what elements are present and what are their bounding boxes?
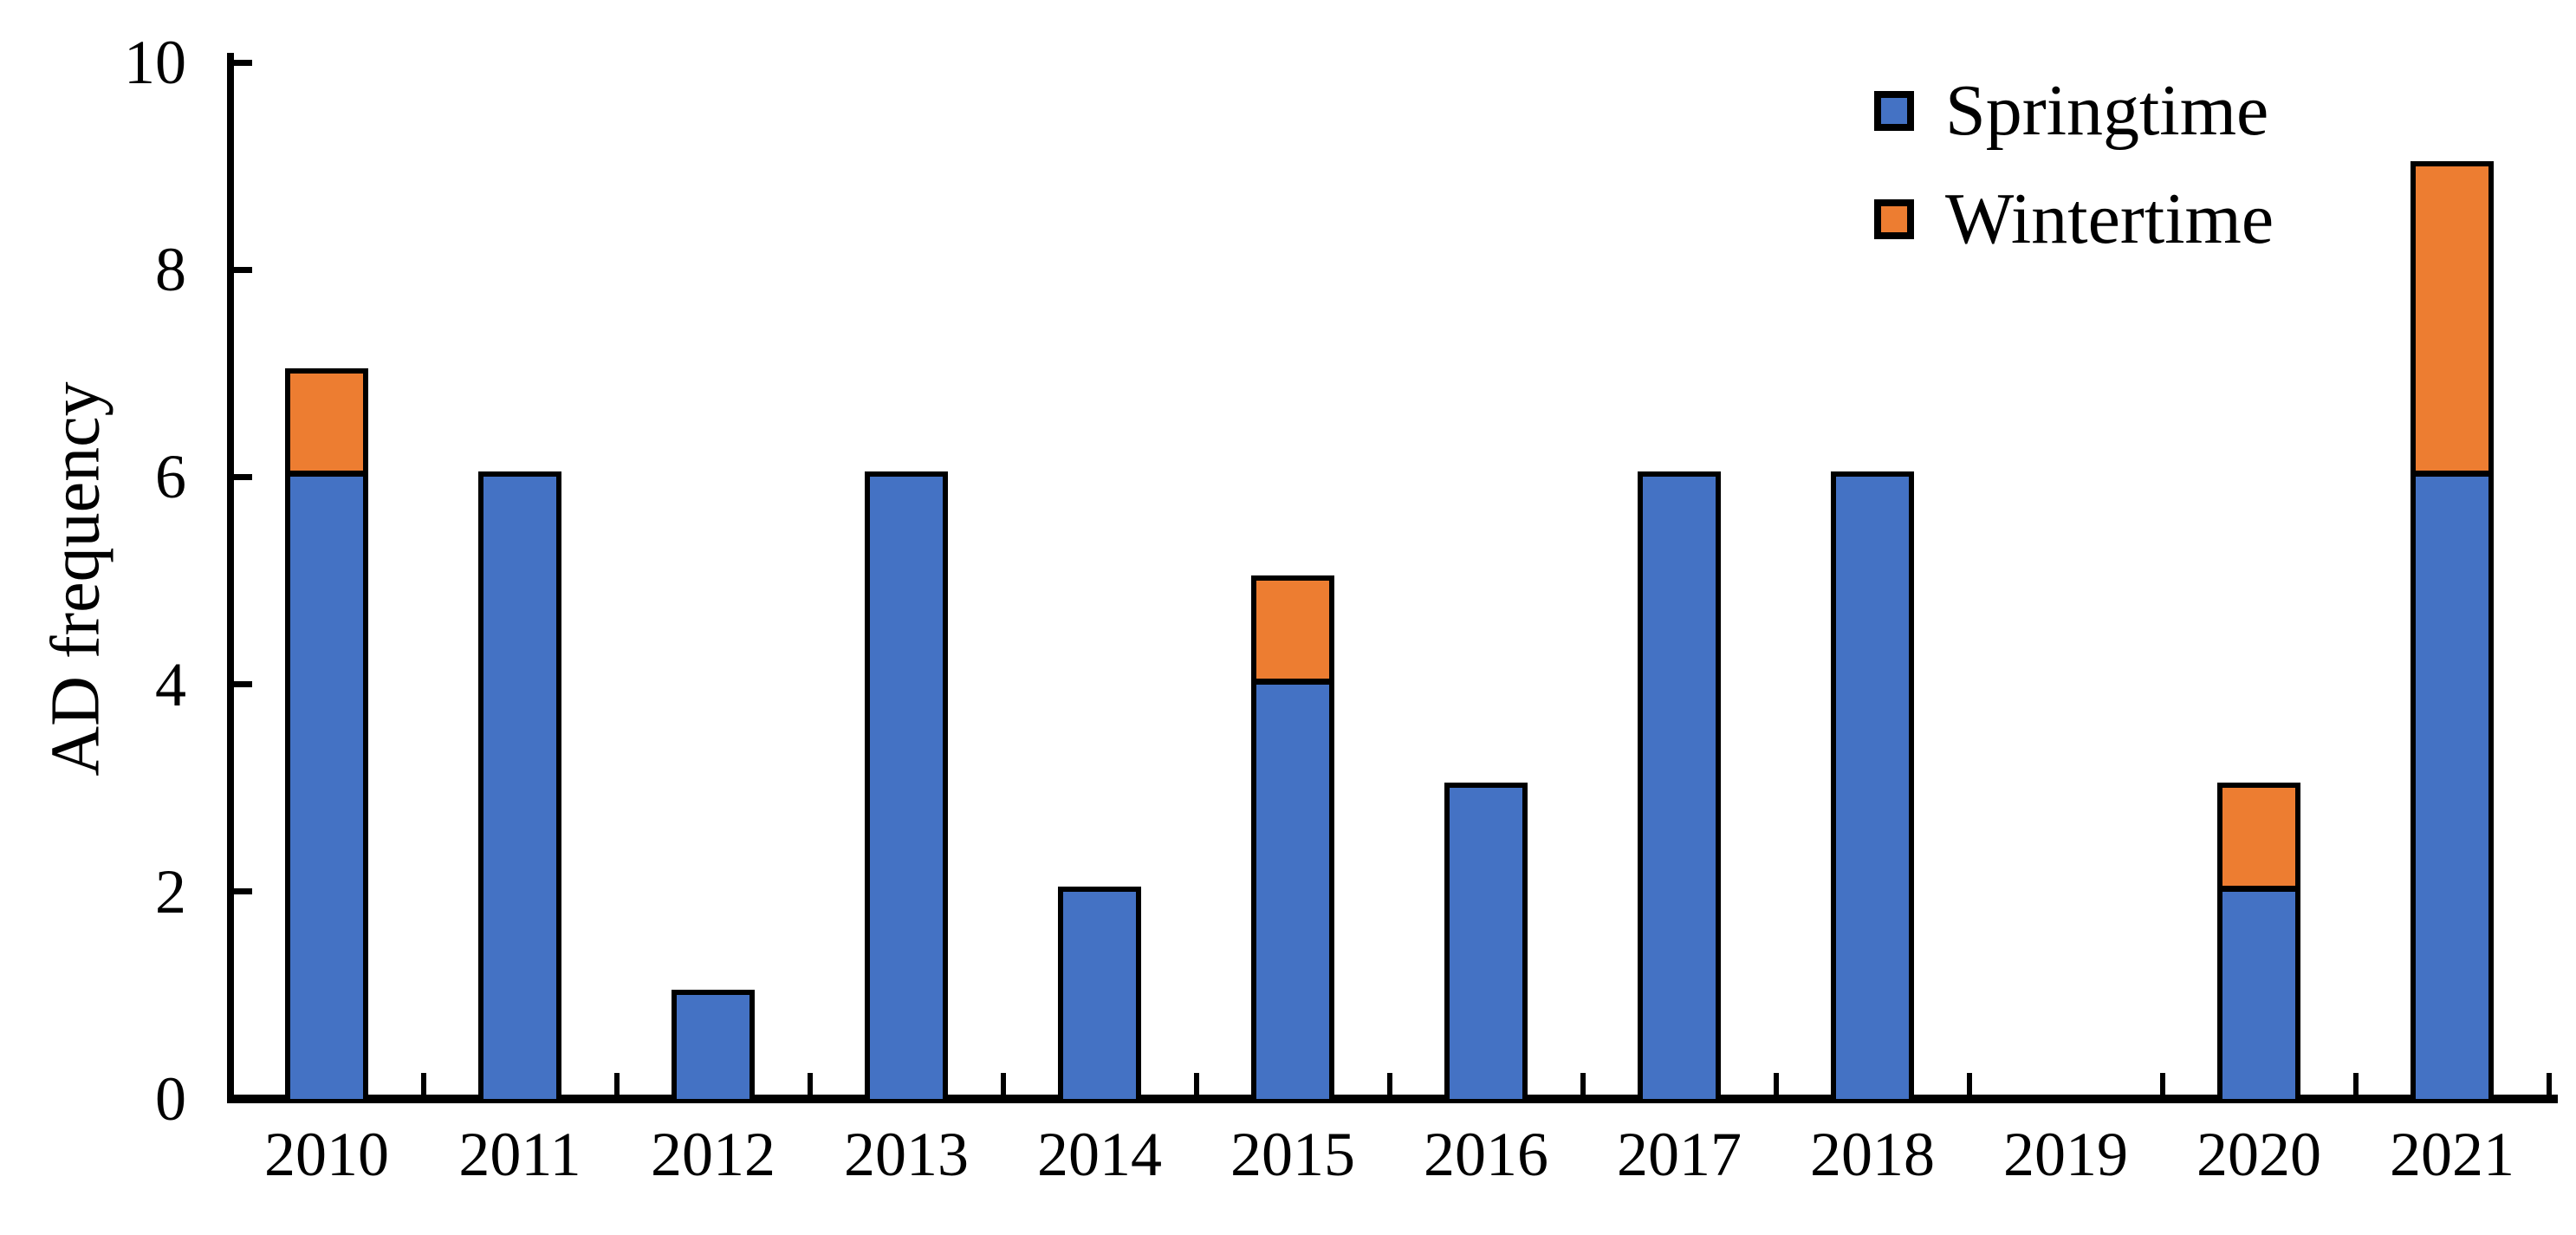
legend-label-springtime: Springtime	[1945, 70, 2269, 151]
bar-2020-wintertime-segment	[2222, 788, 2295, 892]
x-axis-label: 2021	[2390, 1120, 2514, 1189]
bar-2020	[2217, 783, 2300, 1099]
y-tick-label: 2	[155, 856, 186, 926]
y-tick	[233, 681, 252, 688]
bar-2018	[1831, 471, 1914, 1099]
y-tick-label: 6	[155, 442, 186, 512]
x-axis-label: 2013	[844, 1120, 969, 1189]
bar-2013	[865, 471, 948, 1099]
bar-2021-wintertime-segment	[2416, 166, 2488, 478]
y-tick	[233, 266, 252, 273]
y-tick	[233, 473, 252, 480]
x-tick	[1387, 1073, 1392, 1095]
bar-2015-wintertime-segment	[1256, 581, 1329, 685]
bar-2010	[285, 367, 368, 1099]
x-axis-label: 2017	[1617, 1120, 1742, 1189]
wintertime-swatch-icon	[1874, 199, 1914, 239]
legend-item-wintertime: Wintertime	[1874, 183, 2274, 256]
x-axis-label: 2010	[264, 1120, 389, 1189]
y-tick-label: 4	[155, 649, 186, 719]
x-tick	[2160, 1073, 2165, 1095]
bar-2014	[1058, 886, 1141, 1099]
x-tick	[1580, 1073, 1586, 1095]
x-axis-label: 2011	[458, 1120, 581, 1189]
x-tick	[2353, 1073, 2359, 1095]
x-axis-label: 2012	[651, 1120, 775, 1189]
x-tick	[421, 1073, 426, 1095]
x-axis-label: 2018	[1810, 1120, 1935, 1189]
bar-2015	[1251, 575, 1334, 1099]
legend-label-wintertime: Wintertime	[1945, 179, 2274, 259]
x-axis-label: 2019	[2003, 1120, 2128, 1189]
bar-2016	[1444, 783, 1528, 1099]
x-axis-label: 2020	[2196, 1120, 2321, 1189]
y-tick	[233, 59, 252, 66]
x-tick	[614, 1073, 620, 1095]
y-tick-label: 8	[155, 235, 186, 305]
x-tick	[1774, 1073, 1779, 1095]
springtime-swatch-icon	[1874, 91, 1914, 131]
x-tick	[808, 1073, 813, 1095]
x-tick	[1194, 1073, 1199, 1095]
y-tick	[233, 888, 252, 895]
x-tick	[1001, 1073, 1006, 1095]
bar-2011	[478, 471, 561, 1099]
bar-2021	[2411, 160, 2494, 1099]
y-tick-label: 0	[155, 1064, 186, 1134]
x-axis-label: 2015	[1230, 1120, 1355, 1189]
x-tick	[1967, 1073, 1972, 1095]
bar-2010-wintertime-segment	[290, 373, 363, 478]
y-tick-label: 10	[124, 28, 186, 97]
y-axis-line	[227, 53, 234, 1103]
x-tick	[2547, 1073, 2552, 1095]
x-axis-label: 2016	[1424, 1120, 1548, 1189]
bar-2012	[672, 990, 755, 1099]
legend-item-springtime: Springtime	[1874, 75, 2268, 147]
x-axis-line	[227, 1095, 2558, 1103]
bar-2017	[1638, 471, 1721, 1099]
x-axis-label: 2014	[1037, 1120, 1162, 1189]
